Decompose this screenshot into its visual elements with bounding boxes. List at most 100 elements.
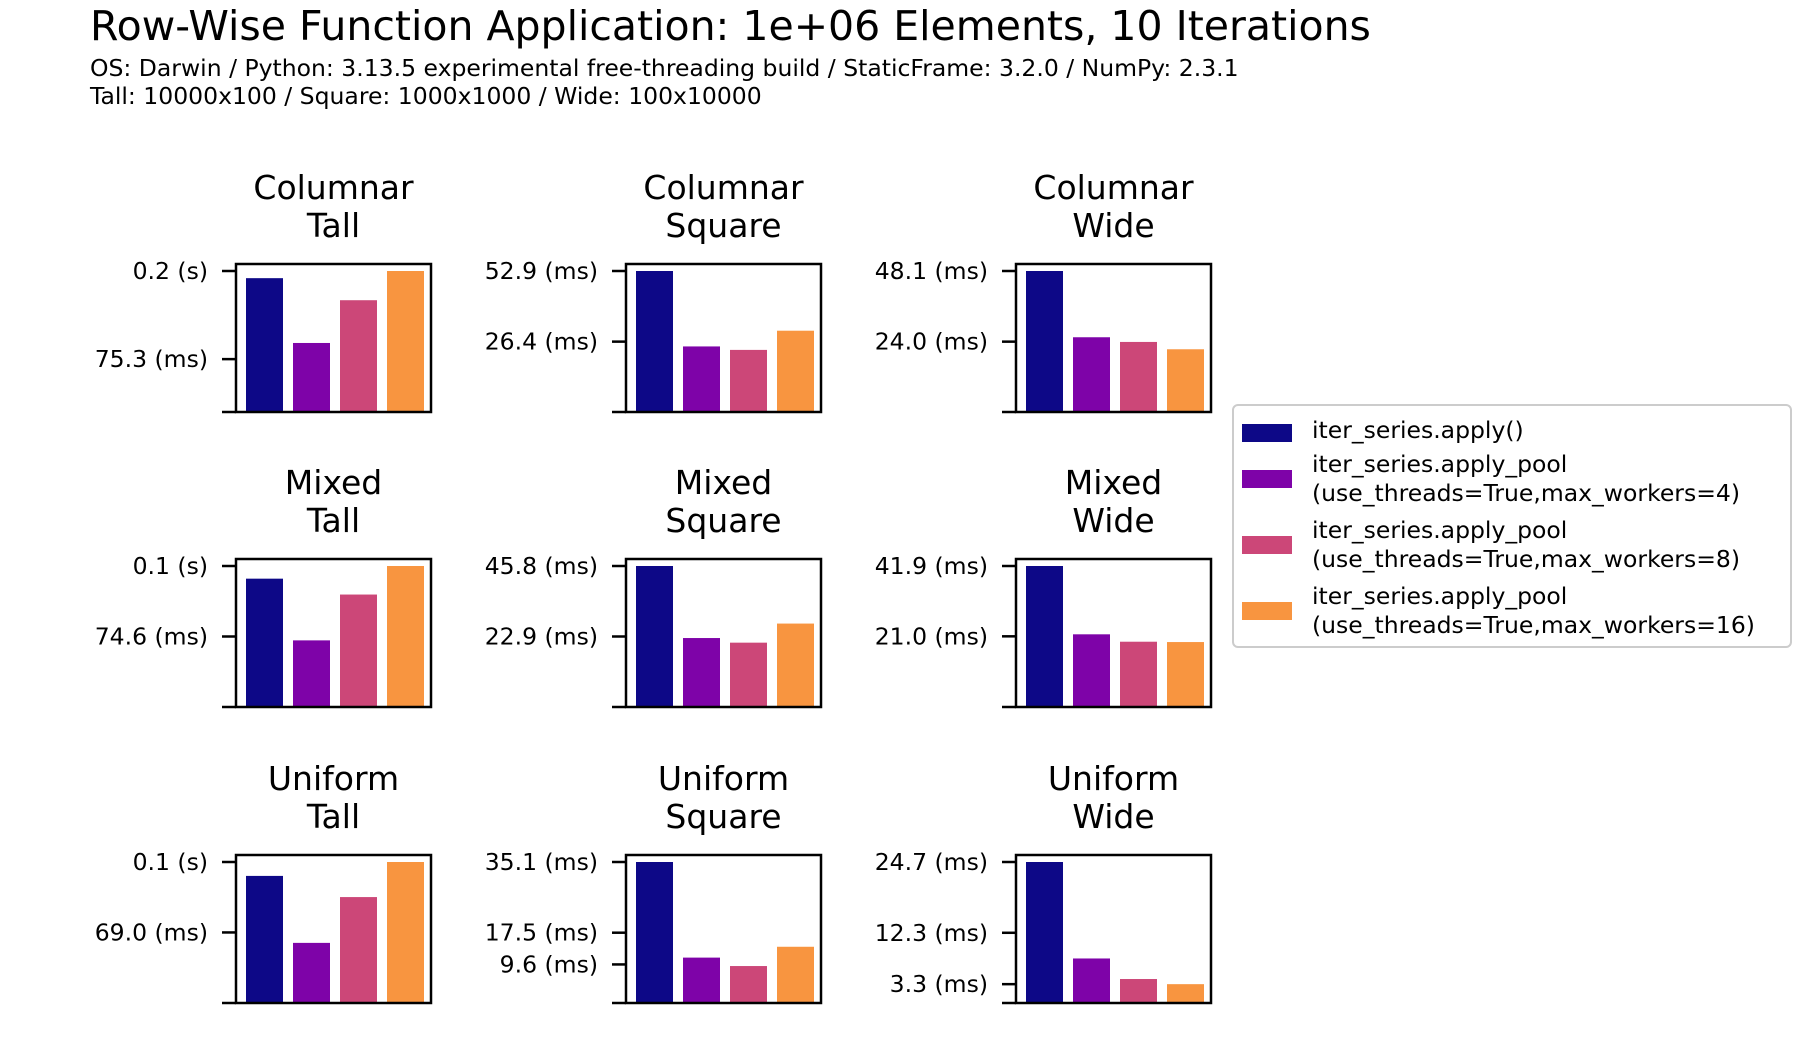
y-tick-label: 12.3 (ms) xyxy=(875,919,988,947)
y-tick-label: 0.1 (s) xyxy=(133,552,208,580)
axes-frame xyxy=(1014,557,1213,709)
y-tick-label: 26.4 (ms) xyxy=(485,328,598,356)
y-tick-label: 48.1 (ms) xyxy=(875,257,988,285)
panel-title: Columnar Wide xyxy=(1004,169,1224,245)
chart-panel: 48.1 (ms) 24.0 (ms) xyxy=(875,257,1213,414)
chart-panel: 41.9 (ms) 21.0 (ms) xyxy=(875,552,1213,709)
y-tick-label: 9.6 (ms) xyxy=(500,950,598,978)
bar xyxy=(1167,349,1204,412)
legend-label-pool-4: iter_series.apply_pool (use_threads=True… xyxy=(1312,450,1741,507)
legend-swatch-apply xyxy=(1242,424,1292,442)
bar xyxy=(293,640,330,707)
panel-title-line: Square xyxy=(665,206,782,245)
panel-title-line: Columnar xyxy=(1033,168,1194,207)
bar xyxy=(1167,984,1204,1003)
bar xyxy=(1026,566,1063,707)
panel-title-line: Square xyxy=(665,501,782,540)
bar xyxy=(1120,979,1157,1003)
y-tick-label: 21.0 (ms) xyxy=(875,622,988,650)
bar xyxy=(340,897,377,1003)
y-tick-label: 74.6 (ms) xyxy=(95,623,208,651)
y-tick-label: 41.9 (ms) xyxy=(875,552,988,580)
y-tick-label: 45.8 (ms) xyxy=(485,552,598,580)
bar xyxy=(1026,271,1063,412)
axes-frame xyxy=(234,262,433,414)
panel-title-line: Mixed xyxy=(1064,463,1163,502)
panel-title: Uniform Tall xyxy=(224,760,444,836)
bar xyxy=(387,566,424,707)
chart-panel: 45.8 (ms) 22.9 (ms) xyxy=(485,552,823,709)
bar xyxy=(387,271,424,412)
bar xyxy=(683,638,720,707)
legend-label-apply: iter_series.apply() xyxy=(1312,416,1524,444)
chart-panel: 0.2 (s) 75.3 (ms) xyxy=(95,257,433,414)
panel-title-line: Square xyxy=(665,797,782,836)
panel-title-line: Tall xyxy=(306,797,361,836)
y-tick-label: 52.9 (ms) xyxy=(485,257,598,285)
bar xyxy=(730,966,767,1003)
bar xyxy=(246,578,283,707)
chart-panel: 0.1 (s) 74.6 (ms) xyxy=(95,552,433,709)
legend-label-pool-8: iter_series.apply_pool (use_threads=True… xyxy=(1312,516,1741,573)
bar xyxy=(636,271,673,412)
bar xyxy=(777,946,814,1003)
bar xyxy=(730,642,767,707)
axes-frame xyxy=(234,853,433,1005)
bar xyxy=(387,862,424,1003)
bar xyxy=(246,875,283,1003)
bar xyxy=(1073,337,1110,412)
axes-frame xyxy=(234,557,433,709)
panel-title-line: Mixed xyxy=(284,463,383,502)
y-tick-label: 35.1 (ms) xyxy=(485,848,598,876)
bar xyxy=(293,942,330,1003)
y-tick-label: 0.1 (s) xyxy=(133,848,208,876)
legend-swatch-pool-16 xyxy=(1242,602,1292,620)
chart-panel: 0.1 (s) 69.0 (ms) xyxy=(95,848,433,1005)
panel-title-line: Wide xyxy=(1072,797,1155,836)
axes-frame xyxy=(624,853,823,1005)
axes-frame xyxy=(1014,262,1213,414)
panel-title-line: Wide xyxy=(1072,501,1155,540)
y-tick-label: 3.3 (ms) xyxy=(890,970,988,998)
chart-panel: 35.1 (ms) 17.5 (ms) 9.6 (ms) xyxy=(485,848,823,1005)
legend-swatch-pool-8 xyxy=(1242,536,1292,554)
panel-title: Uniform Square xyxy=(614,760,834,836)
panel-title-line: Uniform xyxy=(657,759,790,798)
axes-frame xyxy=(624,557,823,709)
panel-title-line: Tall xyxy=(306,501,361,540)
bar xyxy=(340,594,377,707)
legend-swatch-pool-4 xyxy=(1242,470,1292,488)
panel-title: Columnar Square xyxy=(614,169,834,245)
figure-title: Row-Wise Function Application: 1e+06 Ele… xyxy=(90,2,1371,50)
axes-frame xyxy=(1014,853,1213,1005)
bar xyxy=(1120,641,1157,707)
bar xyxy=(1073,958,1110,1003)
y-tick-label: 24.7 (ms) xyxy=(875,848,988,876)
figure-subtitle-line-1: OS: Darwin / Python: 3.13.5 experimental… xyxy=(90,54,1239,82)
bar xyxy=(1167,642,1204,707)
y-tick-label: 17.5 (ms) xyxy=(485,919,598,947)
bar xyxy=(1120,341,1157,412)
legend-label-pool-16: iter_series.apply_pool (use_threads=True… xyxy=(1312,582,1755,639)
y-tick-label: 69.0 (ms) xyxy=(95,918,208,946)
bar xyxy=(246,278,283,412)
legend: iter_series.apply() iter_series.apply_po… xyxy=(1232,404,1792,648)
panel-title: Mixed Tall xyxy=(224,464,444,540)
panel-title: Columnar Tall xyxy=(224,169,444,245)
y-tick-label: 22.9 (ms) xyxy=(485,623,598,651)
chart-panel: 24.7 (ms) 12.3 (ms) 3.3 (ms) xyxy=(875,848,1213,1005)
bar xyxy=(293,342,330,412)
panel-title-line: Columnar xyxy=(643,168,804,207)
panel-title: Mixed Square xyxy=(614,464,834,540)
figure-subtitle-line-2: Tall: 10000x100 / Square: 1000x1000 / Wi… xyxy=(90,82,762,110)
bar xyxy=(730,349,767,412)
panel-title-line: Columnar xyxy=(253,168,414,207)
y-tick-label: 75.3 (ms) xyxy=(95,345,208,373)
y-tick-label: 24.0 (ms) xyxy=(875,328,988,356)
bar xyxy=(340,300,377,412)
panel-title-line: Wide xyxy=(1072,206,1155,245)
bar xyxy=(683,957,720,1003)
bar xyxy=(683,346,720,412)
bar xyxy=(777,623,814,707)
